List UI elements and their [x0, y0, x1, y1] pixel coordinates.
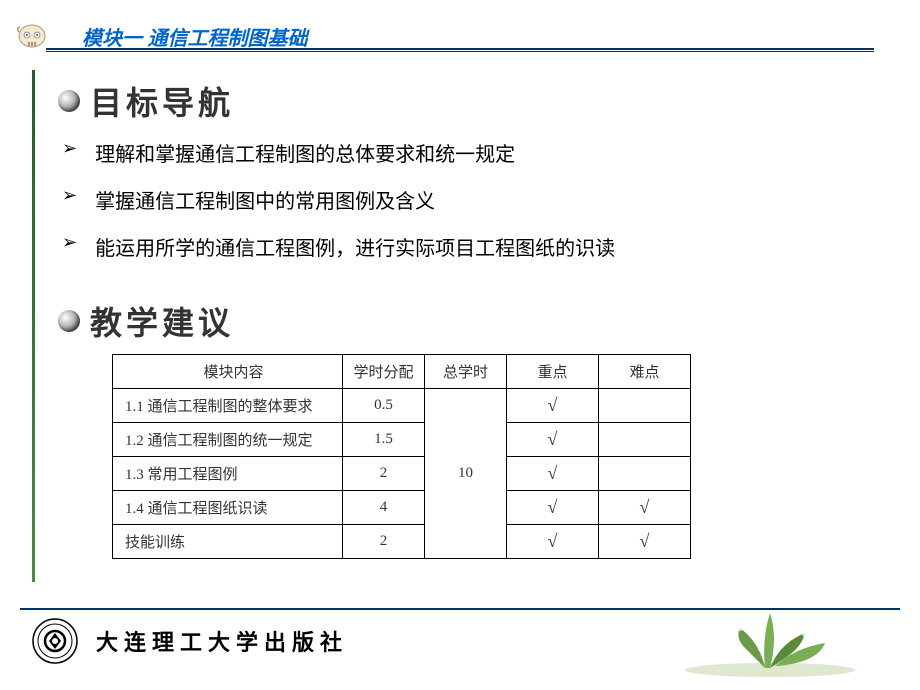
sphere-bullet-icon	[58, 310, 80, 332]
td-key: √	[507, 457, 599, 491]
td-key: √	[507, 525, 599, 559]
goals-list: ➢ 理解和掌握通信工程制图的总体要求和统一规定 ➢ 掌握通信工程制图中的常用图例…	[62, 138, 615, 279]
td-diff	[599, 423, 691, 457]
arrow-bullet-icon: ➢	[62, 232, 77, 253]
goal-item: ➢ 掌握通信工程制图中的常用图例及含义	[62, 185, 615, 214]
th-hours: 学时分配	[343, 355, 425, 389]
th-diff: 难点	[599, 355, 691, 389]
td-diff: √	[599, 525, 691, 559]
td-content: 1.2 通信工程制图的统一规定	[113, 423, 343, 457]
section2-title: 教学建议	[90, 298, 234, 344]
goal-text: 理解和掌握通信工程制图的总体要求和统一规定	[95, 138, 515, 167]
td-diff: √	[599, 491, 691, 525]
td-hours: 2	[343, 525, 425, 559]
arrow-bullet-icon: ➢	[62, 138, 77, 159]
section1-title: 目标导航	[90, 78, 234, 124]
goal-item: ➢ 理解和掌握通信工程制图的总体要求和统一规定	[62, 138, 615, 167]
td-hours: 1.5	[343, 423, 425, 457]
plant-decoration-icon	[670, 588, 870, 678]
publisher-logo-icon	[32, 618, 78, 664]
table-row: 1.3 常用工程图例 2 √	[113, 457, 691, 491]
td-diff	[599, 389, 691, 423]
header-rule	[46, 48, 874, 52]
table-row: 1.2 通信工程制图的统一规定 1.5 √	[113, 423, 691, 457]
left-rule	[32, 70, 35, 582]
module-title: 模块一 通信工程制图基础	[82, 22, 308, 51]
footer: 大连理工大学出版社	[32, 618, 348, 664]
th-content: 模块内容	[113, 355, 343, 389]
td-key: √	[507, 423, 599, 457]
td-total-hours: 10	[425, 389, 507, 559]
table-row: 1.1 通信工程制图的整体要求 0.5 10 √	[113, 389, 691, 423]
td-content: 1.1 通信工程制图的整体要求	[113, 389, 343, 423]
publisher-name: 大连理工大学出版社	[96, 625, 348, 657]
goal-text: 掌握通信工程制图中的常用图例及含义	[95, 185, 435, 214]
arrow-bullet-icon: ➢	[62, 185, 77, 206]
td-hours: 2	[343, 457, 425, 491]
td-content: 技能训练	[113, 525, 343, 559]
td-hours: 4	[343, 491, 425, 525]
goal-text: 能运用所学的通信工程图例，进行实际项目工程图纸的识读	[95, 232, 615, 261]
th-total: 总学时	[425, 355, 507, 389]
table-row: 1.4 通信工程图纸识读 4 √ √	[113, 491, 691, 525]
section-teaching-heading: 教学建议	[58, 298, 234, 344]
td-diff	[599, 457, 691, 491]
goal-item: ➢ 能运用所学的通信工程图例，进行实际项目工程图纸的识读	[62, 232, 615, 261]
table-header-row: 模块内容 学时分配 总学时 重点 难点	[113, 355, 691, 389]
table-row: 技能训练 2 √ √	[113, 525, 691, 559]
td-content: 1.4 通信工程图纸识读	[113, 491, 343, 525]
td-content: 1.3 常用工程图例	[113, 457, 343, 491]
teaching-table: 模块内容 学时分配 总学时 重点 难点 1.1 通信工程制图的整体要求 0.5 …	[112, 354, 691, 559]
td-hours: 0.5	[343, 389, 425, 423]
section-goals-heading: 目标导航	[58, 78, 234, 124]
sphere-bullet-icon	[58, 90, 80, 112]
td-key: √	[507, 389, 599, 423]
td-key: √	[507, 491, 599, 525]
th-key: 重点	[507, 355, 599, 389]
